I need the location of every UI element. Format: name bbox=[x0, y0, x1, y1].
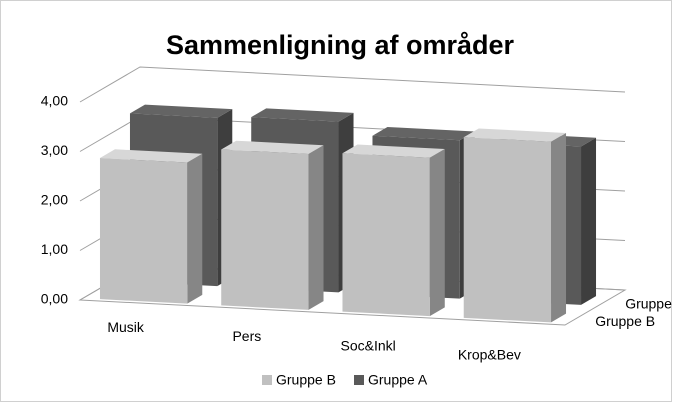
bar-top bbox=[251, 108, 354, 122]
bar-side bbox=[581, 137, 597, 305]
y-tick-label: 0,00 bbox=[41, 291, 68, 307]
bar-top bbox=[129, 104, 233, 118]
bar-front bbox=[99, 158, 188, 304]
legend-swatch bbox=[262, 375, 272, 385]
bar-front bbox=[342, 153, 430, 317]
bar-side bbox=[187, 153, 203, 304]
x-tick-label: Pers bbox=[232, 328, 261, 344]
legend-label: Gruppe B bbox=[276, 372, 336, 388]
legend-swatch bbox=[354, 375, 364, 385]
x-tick-label: Soc&Inkl bbox=[341, 337, 396, 353]
depth-label: Gruppe B bbox=[595, 313, 655, 329]
chart-title: Sammenligning af områder bbox=[166, 30, 515, 60]
bar bbox=[99, 149, 203, 304]
bar-top bbox=[342, 144, 445, 158]
bar bbox=[463, 128, 567, 323]
bar-top bbox=[463, 128, 567, 142]
legend-label: Gruppe A bbox=[368, 372, 428, 388]
x-tick-label: Krop&Bev bbox=[458, 347, 521, 363]
bar-top bbox=[99, 149, 203, 163]
bar-front bbox=[221, 149, 309, 310]
depth-label: Gruppe A bbox=[625, 295, 673, 311]
bar-side bbox=[308, 145, 324, 310]
bar-side bbox=[551, 132, 567, 323]
x-tick-label: Musik bbox=[107, 319, 145, 335]
y-tick-label: 1,00 bbox=[41, 241, 68, 257]
bar-side bbox=[429, 148, 445, 317]
bar bbox=[342, 144, 445, 317]
y-tick-label: 2,00 bbox=[41, 192, 68, 208]
grid-line bbox=[79, 66, 626, 103]
y-tick-label: 3,00 bbox=[41, 142, 68, 158]
bar-front bbox=[463, 137, 552, 323]
bar-top bbox=[221, 140, 324, 154]
bar-top bbox=[372, 126, 475, 141]
y-tick-label: 4,00 bbox=[41, 93, 68, 109]
bar bbox=[221, 140, 324, 310]
